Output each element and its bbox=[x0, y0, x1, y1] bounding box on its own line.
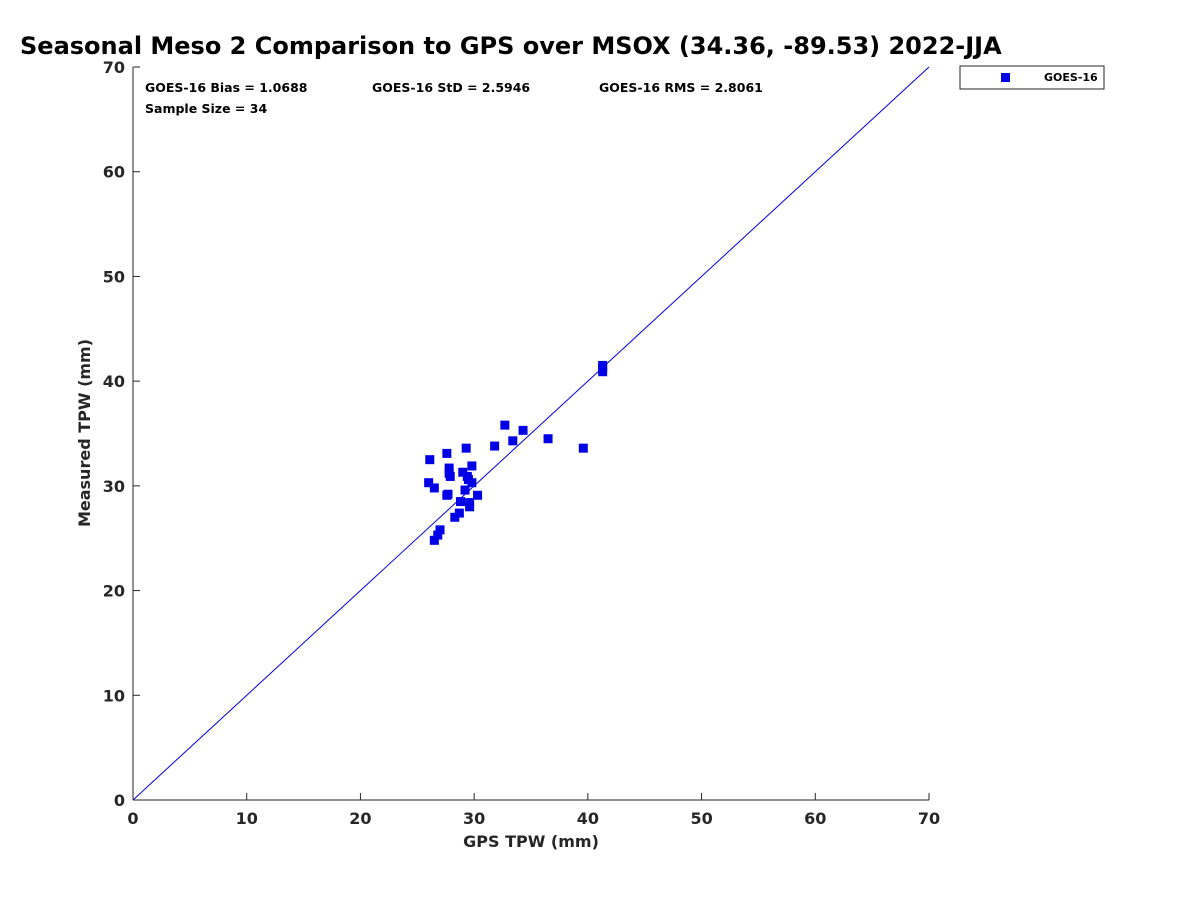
x-tick-label: 60 bbox=[804, 809, 826, 828]
y-tick-label: 0 bbox=[114, 791, 125, 810]
one-to-one-line bbox=[132, 66, 930, 801]
data-point bbox=[473, 490, 483, 500]
data-point bbox=[442, 448, 452, 458]
data-point bbox=[518, 425, 528, 435]
y-tick-label: 40 bbox=[103, 372, 125, 391]
data-point bbox=[465, 498, 475, 508]
y-axis-label: Measured TPW (mm) bbox=[75, 339, 94, 527]
data-point bbox=[443, 489, 453, 499]
data-point bbox=[450, 512, 460, 522]
x-ticks: 0 10 20 30 40 50 60 70 bbox=[127, 793, 940, 828]
data-point bbox=[424, 478, 434, 488]
legend: GOES-16 bbox=[959, 65, 1105, 90]
data-point bbox=[543, 434, 553, 444]
legend-box bbox=[959, 65, 1105, 90]
x-axis-label: GPS TPW (mm) bbox=[463, 832, 599, 851]
x-tick-label: 10 bbox=[236, 809, 258, 828]
data-point bbox=[578, 443, 588, 453]
data-point bbox=[435, 525, 445, 535]
reference-line-layer bbox=[132, 66, 930, 801]
y-tick-label: 60 bbox=[103, 163, 125, 182]
rms-annotation: GOES-16 RMS = 2.8061 bbox=[599, 80, 763, 95]
data-point bbox=[429, 535, 439, 545]
data-point bbox=[433, 530, 443, 540]
data-point bbox=[458, 467, 468, 477]
legend-marker-goes16 bbox=[1001, 73, 1010, 82]
data-point bbox=[598, 367, 608, 377]
data-point bbox=[463, 475, 473, 485]
x-tick-label: 50 bbox=[690, 809, 712, 828]
x-tick-label: 70 bbox=[918, 809, 940, 828]
data-point bbox=[445, 471, 455, 481]
bias-annotation: GOES-16 Bias = 1.0688 bbox=[145, 80, 307, 95]
data-point bbox=[461, 443, 471, 453]
data-point bbox=[455, 497, 465, 507]
y-tick-label: 30 bbox=[103, 477, 125, 496]
std-annotation: GOES-16 StD = 2.5946 bbox=[372, 80, 530, 95]
y-tick-label: 50 bbox=[103, 267, 125, 286]
y-tick-label: 20 bbox=[103, 582, 125, 601]
data-point bbox=[425, 455, 435, 465]
x-tick-label: 40 bbox=[577, 809, 599, 828]
legend-label-goes16: GOES-16 bbox=[1044, 71, 1098, 84]
data-point bbox=[460, 485, 470, 495]
y-ticks: 0 10 20 30 40 50 60 70 bbox=[103, 58, 140, 810]
x-tick-label: 0 bbox=[127, 809, 138, 828]
data-point bbox=[444, 463, 454, 473]
data-point bbox=[500, 420, 510, 430]
chart-title: Seasonal Meso 2 Comparison to GPS over M… bbox=[20, 32, 1002, 60]
x-tick-label: 30 bbox=[463, 809, 485, 828]
data-point bbox=[467, 461, 477, 471]
data-point bbox=[454, 508, 464, 518]
data-point bbox=[490, 441, 500, 451]
sample-size-annotation: Sample Size = 34 bbox=[145, 101, 267, 116]
y-tick-label: 70 bbox=[103, 58, 125, 77]
data-point bbox=[429, 483, 439, 493]
x-tick-label: 20 bbox=[349, 809, 371, 828]
data-points bbox=[424, 360, 608, 545]
data-point bbox=[508, 436, 518, 446]
y-tick-label: 10 bbox=[103, 686, 125, 705]
